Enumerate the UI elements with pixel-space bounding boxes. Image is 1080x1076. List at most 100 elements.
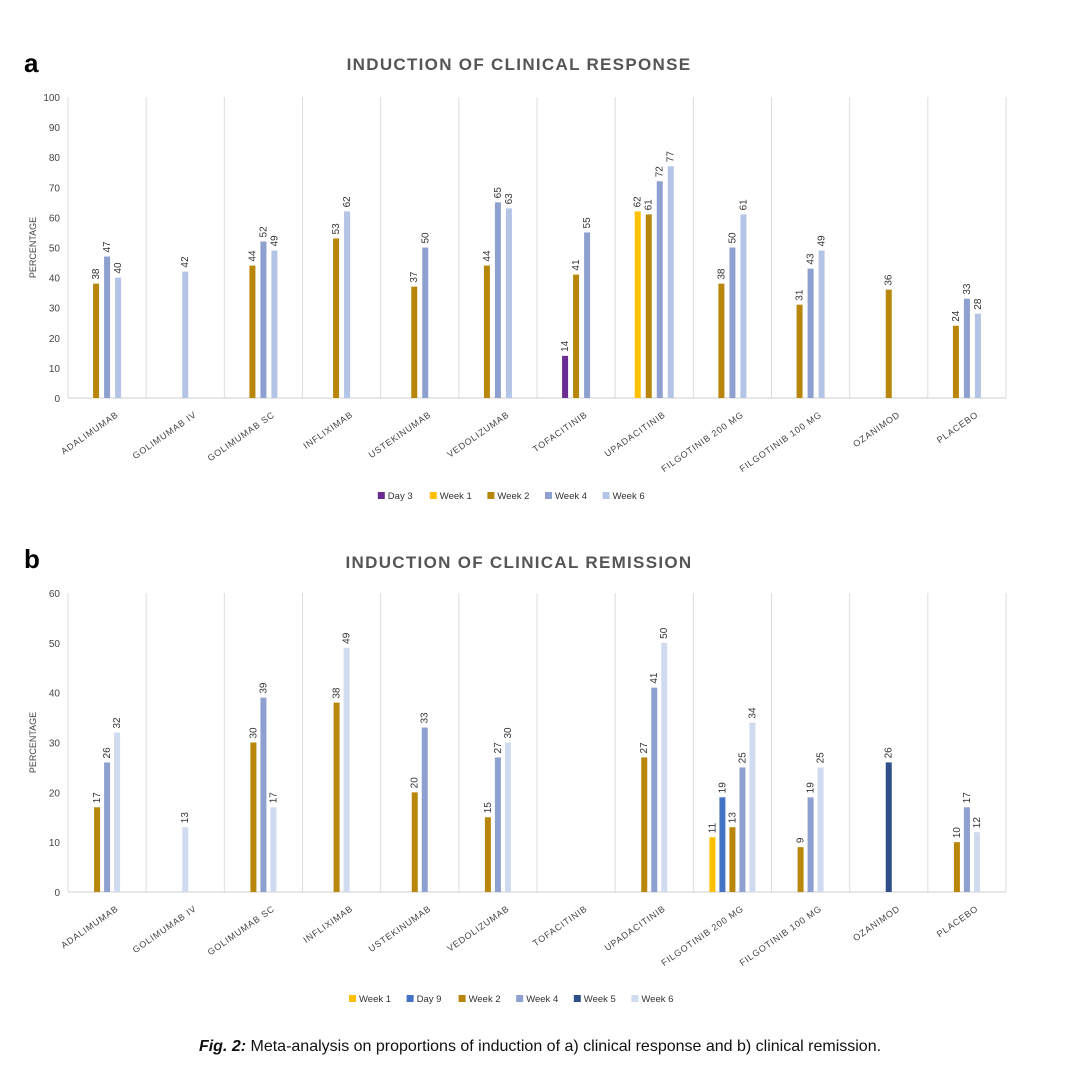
chart-b-data-label: 30 — [503, 727, 514, 739]
chart-a-y-tick-label: 50 — [49, 244, 61, 255]
chart-b-data-label: 41 — [649, 672, 660, 684]
chart-a-legend-label-week-1: Week 1 — [440, 491, 472, 502]
chart-b-bar-golimumab-iv-week-6 — [182, 827, 189, 892]
chart-a-y-tick-label: 60 — [49, 213, 61, 224]
chart-a-bar-golimumab-iv-week-6 — [182, 271, 189, 398]
chart-b-y-tick-label: 20 — [49, 788, 61, 799]
chart-b-y-tick-label: 60 — [49, 589, 61, 600]
chart-b-bar-adalimumab-week-6 — [114, 732, 121, 892]
chart-b-legend-label-week-6: Week 6 — [641, 994, 673, 1005]
chart-b-x-tick-label: INFLIXIMAB — [301, 903, 354, 944]
chart-a-data-label: 14 — [560, 340, 571, 352]
chart-b-x-tick-label: ADALIMUMAB — [59, 903, 120, 950]
chart-b-data-label: 9 — [796, 837, 807, 843]
chart-b-bar-filgotinib-200-mg-week-2 — [729, 827, 736, 892]
chart-b-data-label: 15 — [483, 802, 494, 814]
chart-a-bar-upadacitinib-week-2 — [645, 214, 652, 398]
chart-a-x-tick-label: FILGOTINIB 100 MG — [738, 409, 824, 473]
chart-b-bar-vedolizumab-week-6 — [504, 742, 511, 892]
chart-b-data-label: 20 — [410, 777, 421, 789]
chart-a-bar-adalimumab-week-2 — [93, 283, 100, 398]
chart-a-bar-golimumab-sc-week-4 — [260, 241, 267, 398]
chart-b-bar-adalimumab-week-4 — [104, 762, 111, 892]
chart-b-data-label: 32 — [112, 717, 123, 729]
chart-a-title: INDUCTION OF CLINICAL RESPONSE — [347, 55, 692, 74]
chart-a-legend-swatch-week-1 — [429, 492, 437, 499]
chart-b-y-tick-label: 0 — [54, 888, 60, 899]
chart-a-data-label: 37 — [409, 271, 420, 283]
chart-b-bar-filgotinib-200-mg-day-9 — [719, 797, 726, 892]
chart-a-data-label: 49 — [269, 235, 280, 247]
chart-b-bar-filgotinib-100-mg-week-2 — [797, 847, 804, 892]
chart-a-legend-swatch-day-3 — [377, 492, 385, 499]
chart-b-bar-vedolizumab-week-4 — [494, 757, 501, 892]
chart-a-bar-filgotinib-100-mg-week-4 — [807, 268, 814, 398]
chart-b-bar-ustekinumab-week-4 — [421, 727, 428, 892]
chart-b-legend-label-week-2: Week 2 — [469, 994, 501, 1005]
chart-b-data-label: 17 — [962, 792, 973, 804]
chart-a-bar-upadacitinib-week-6 — [667, 166, 674, 398]
chart-a-bar-placebo-week-6 — [974, 313, 981, 398]
chart-b-data-label: 27 — [493, 742, 504, 754]
chart-b-data-label: 13 — [180, 812, 191, 824]
chart-b-data-label: 39 — [258, 682, 269, 694]
chart-a-bar-filgotinib-200-mg-week-4 — [729, 247, 736, 398]
panel-letter-b: b — [24, 544, 40, 574]
chart-b-data-label: 26 — [102, 747, 113, 759]
chart-b-legend-swatch-week-5 — [573, 995, 581, 1002]
chart-b: INDUCTION OF CLINICAL REMISSION 0 10 20 30 40… — [28, 553, 1007, 1005]
chart-a-data-label: 38 — [716, 268, 727, 280]
chart-a-data-label: 77 — [666, 151, 677, 163]
chart-a-bar-filgotinib-100-mg-week-2 — [796, 304, 803, 398]
figure-caption: Fig. 2: Meta-analysis on proportions of … — [0, 1038, 1080, 1056]
chart-b-bar-ozanimod-week-5 — [885, 762, 892, 892]
chart-b-bar-ustekinumab-week-2 — [411, 792, 418, 892]
chart-a-data-label: 47 — [102, 241, 113, 253]
chart-a-x-tick-label: VEDOLIZUMAB — [445, 409, 511, 459]
chart-a-data-label: 52 — [258, 226, 269, 238]
chart-b-x-tick-label: GOLIMUMAB IV — [131, 903, 199, 955]
chart-a-bar-placebo-week-4 — [963, 298, 970, 398]
chart-b-data-label: 19 — [806, 782, 817, 794]
chart-a-bar-filgotinib-200-mg-week-2 — [718, 283, 725, 398]
chart-a-bar-vedolizumab-week-6 — [505, 208, 512, 398]
chart-b-x-tick-label: PLACEBO — [935, 903, 980, 939]
chart-a-data-label: 53 — [331, 223, 342, 235]
chart-a-data-label: 61 — [738, 199, 749, 211]
chart-a-data-label: 50 — [420, 232, 431, 244]
chart-b-data-label: 19 — [717, 782, 728, 794]
chart-a-data-label: 65 — [493, 187, 504, 199]
chart-b-bar-filgotinib-200-mg-week-4 — [739, 767, 746, 892]
chart-b-x-tick-label: OZANIMOD — [851, 903, 902, 943]
chart-a-x-tick-label: GOLIMUMAB SC — [206, 409, 277, 463]
chart-a-x-tick-label: USTEKINUMAB — [367, 409, 433, 460]
chart-a-bar-ustekinumab-week-2 — [411, 286, 418, 398]
chart-a-data-label: 61 — [644, 199, 655, 211]
chart-a-y-tick-label: 100 — [43, 93, 60, 104]
chart-a-data-label: 49 — [817, 235, 828, 247]
chart-a-bar-tofacitinib-day-3 — [562, 355, 569, 398]
chart-a-data-label: 72 — [655, 166, 666, 178]
chart-b-y-tick-label: 30 — [49, 739, 61, 750]
chart-b-bar-placebo-week-4 — [963, 807, 970, 892]
chart-a-bar-golimumab-sc-week-6 — [271, 250, 278, 398]
chart-a-bar-vedolizumab-week-2 — [483, 265, 490, 398]
chart-b-x-tick-label: FILGOTINIB 200 MG — [659, 903, 745, 967]
chart-b-x-tick-label: UPADACITINIB — [603, 903, 668, 952]
chart-a-legend-label-week-6: Week 6 — [613, 491, 645, 502]
chart-b-title: INDUCTION OF CLINICAL REMISSION — [346, 553, 693, 572]
chart-b-data-label: 17 — [268, 792, 279, 804]
chart-b-data-label: 25 — [816, 752, 827, 764]
chart-a-bar-infliximab-week-2 — [333, 238, 340, 398]
chart-b-legend-label-day-9: Day 9 — [417, 994, 442, 1005]
chart-a-bar-tofacitinib-week-4 — [584, 232, 591, 398]
chart-a-bar-placebo-week-2 — [952, 325, 959, 398]
chart-b-data-label: 27 — [639, 742, 650, 754]
chart-b-bar-placebo-week-2 — [953, 842, 960, 892]
chart-a-data-label: 40 — [113, 262, 124, 274]
chart-a-bar-filgotinib-100-mg-week-6 — [818, 250, 825, 398]
chart-a-data-label: 38 — [91, 268, 102, 280]
chart-b-data-label: 49 — [342, 632, 353, 644]
chart-a-bar-upadacitinib-week-1 — [634, 211, 641, 398]
chart-b-legend-swatch-day-9 — [406, 995, 414, 1002]
